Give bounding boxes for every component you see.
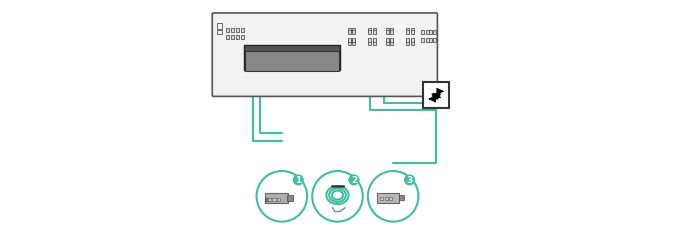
Bar: [399, 195, 404, 201]
Bar: [331, 186, 344, 188]
Bar: [352, 31, 356, 35]
Bar: [265, 193, 288, 204]
Bar: [410, 31, 414, 35]
Bar: [244, 45, 340, 71]
Circle shape: [348, 175, 360, 186]
Bar: [377, 193, 400, 203]
FancyBboxPatch shape: [212, 14, 437, 97]
Bar: [410, 41, 414, 45]
Bar: [390, 39, 394, 43]
Bar: [231, 36, 234, 40]
Bar: [368, 41, 371, 45]
Bar: [426, 39, 429, 43]
Bar: [406, 41, 409, 45]
Bar: [245, 52, 339, 72]
Bar: [348, 41, 350, 45]
Bar: [373, 41, 376, 45]
Bar: [390, 41, 394, 45]
Bar: [426, 31, 429, 35]
Bar: [390, 29, 394, 33]
Bar: [410, 29, 414, 33]
Bar: [385, 198, 387, 201]
Bar: [368, 39, 371, 43]
Bar: [236, 29, 240, 33]
Bar: [406, 39, 409, 43]
Bar: [348, 31, 350, 35]
Bar: [433, 39, 437, 43]
Bar: [389, 198, 392, 201]
Bar: [373, 31, 376, 35]
Bar: [421, 31, 424, 35]
Bar: [277, 199, 280, 202]
Bar: [423, 83, 450, 109]
Bar: [348, 29, 350, 33]
Bar: [368, 29, 371, 33]
Bar: [406, 29, 409, 33]
Bar: [380, 198, 383, 201]
Bar: [385, 31, 389, 35]
Bar: [241, 29, 244, 33]
Bar: [348, 39, 350, 43]
Bar: [288, 196, 293, 201]
Bar: [429, 31, 431, 35]
Bar: [385, 39, 389, 43]
Bar: [241, 36, 244, 40]
Circle shape: [313, 171, 362, 222]
Bar: [429, 39, 431, 43]
Bar: [421, 39, 424, 43]
Bar: [373, 29, 376, 33]
Bar: [217, 31, 222, 35]
Bar: [268, 199, 271, 202]
Bar: [352, 29, 356, 33]
Text: 2: 2: [351, 176, 357, 185]
Circle shape: [256, 171, 307, 222]
Bar: [410, 39, 414, 43]
Bar: [226, 36, 230, 40]
Bar: [231, 29, 234, 33]
Bar: [385, 29, 389, 33]
Bar: [226, 29, 230, 33]
Bar: [406, 31, 409, 35]
Text: 3: 3: [406, 176, 412, 185]
Bar: [385, 41, 389, 45]
Bar: [433, 31, 437, 35]
Bar: [273, 199, 275, 202]
Bar: [373, 39, 376, 43]
Bar: [368, 31, 371, 35]
Bar: [390, 31, 394, 35]
Circle shape: [368, 171, 418, 222]
Bar: [352, 41, 356, 45]
Circle shape: [404, 175, 415, 186]
Bar: [265, 198, 268, 202]
Bar: [236, 36, 240, 40]
Circle shape: [293, 175, 304, 186]
Bar: [217, 24, 222, 30]
Bar: [352, 39, 356, 43]
Text: 1: 1: [295, 176, 302, 185]
